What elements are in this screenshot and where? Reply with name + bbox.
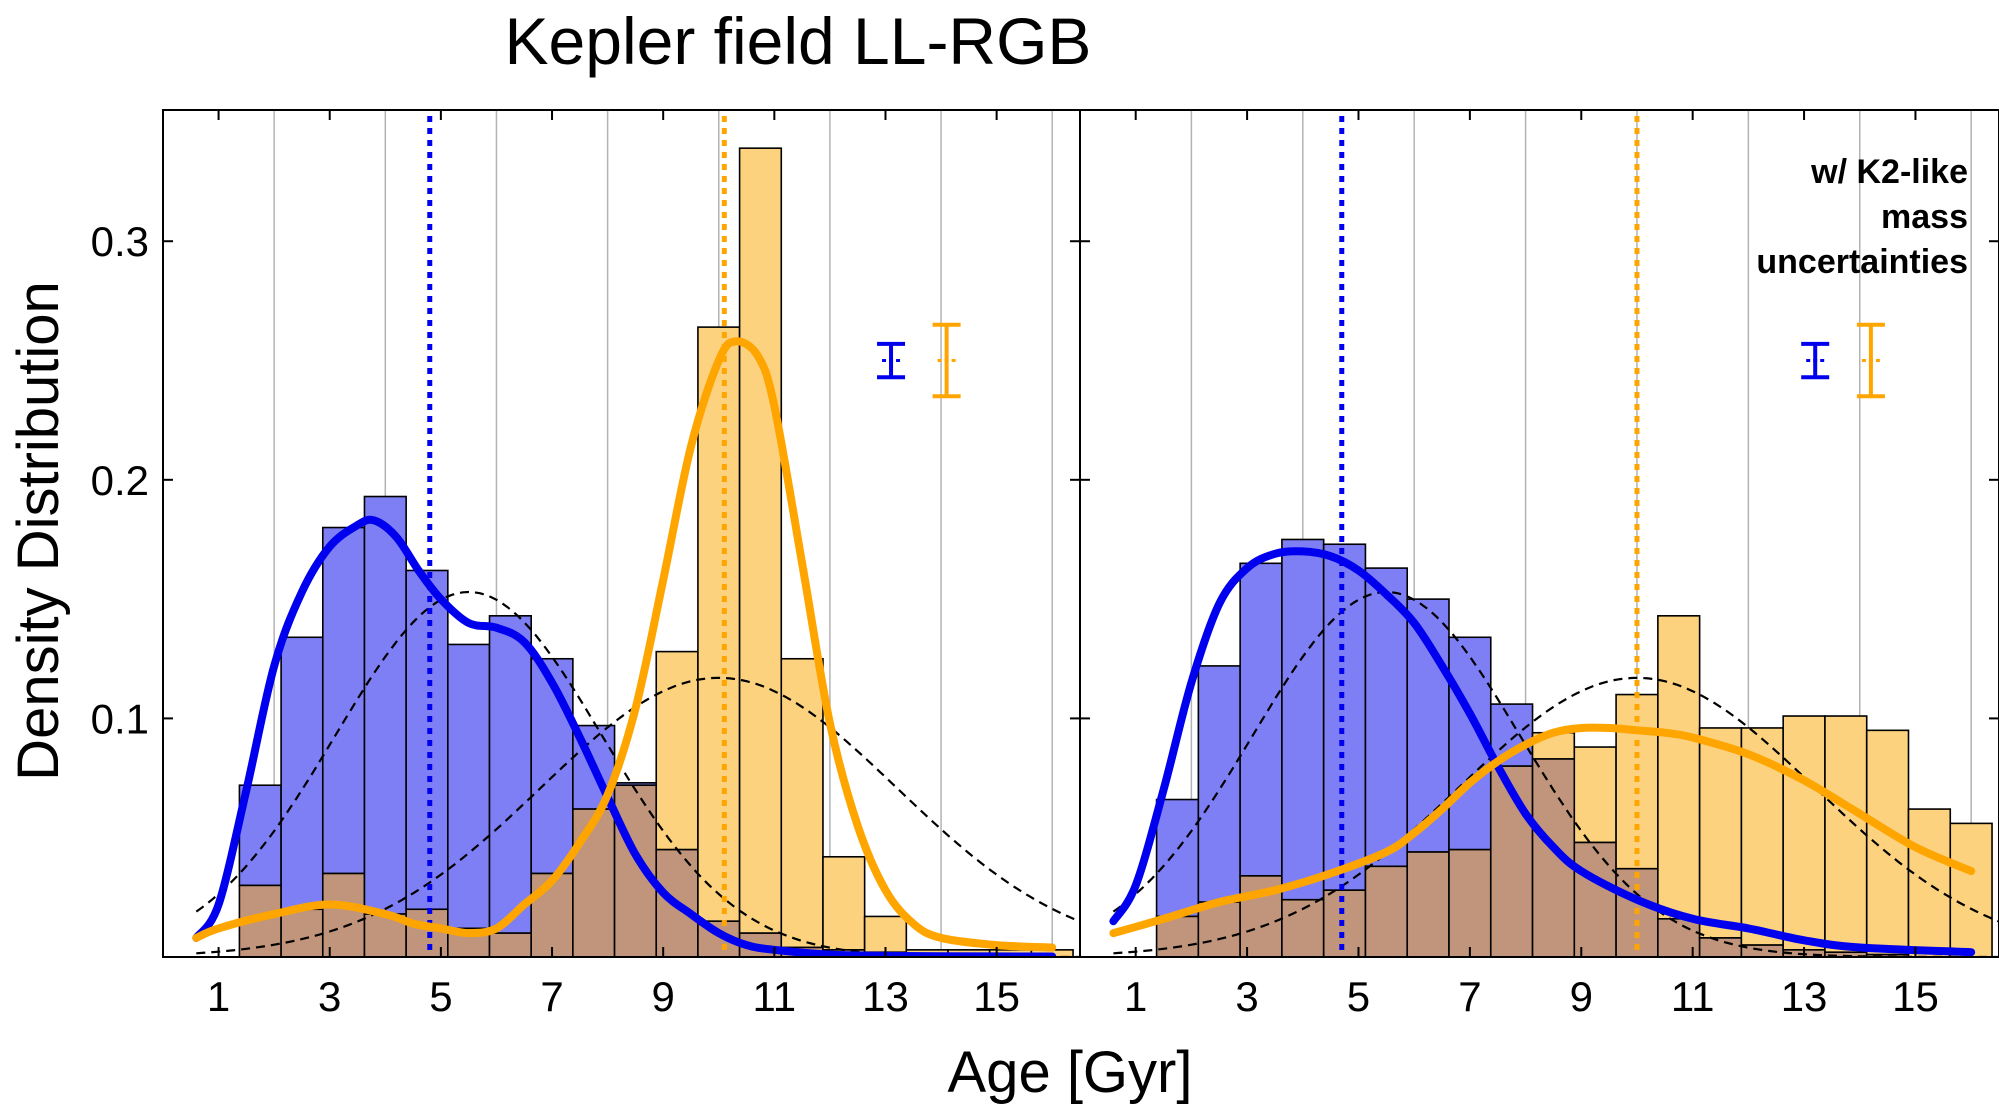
x-tick-label: 1: [207, 973, 230, 1020]
x-tick-label: 3: [318, 973, 341, 1020]
blue-kde-curve: [192, 515, 1057, 957]
x-axis-label: Age [Gyr]: [948, 1040, 1193, 1104]
orange-hist-bar: [863, 915, 908, 954]
y-tick-label: 0.2: [91, 457, 149, 504]
x-tick-label: 11: [1671, 973, 1715, 1020]
y-tick-label: 0.1: [91, 695, 149, 742]
overlap-hist-bar: [1322, 889, 1367, 957]
x-tick-label: 3: [1235, 973, 1258, 1020]
blue-hist-bar: [530, 657, 574, 875]
blue-hist-bar: [363, 495, 407, 915]
x-tick-label: 9: [1570, 973, 1593, 1020]
panel-annotation: w/ K2-like: [1810, 153, 1968, 191]
blue-kde-curve: [1109, 547, 1976, 957]
orange-hist-bar: [1782, 715, 1826, 951]
x-tick-label: 9: [652, 973, 675, 1020]
x-tick-label: 13: [862, 973, 909, 1020]
orange-hist-bar: [1698, 727, 1743, 939]
orange-hist-bar: [1657, 615, 1701, 920]
x-tick-label: 5: [429, 973, 452, 1020]
orange-kde-curve: [192, 337, 1057, 952]
gaussian-curve: [196, 676, 1080, 955]
orange-hist-bar: [1949, 822, 1993, 957]
blue-hist-bar: [405, 569, 449, 911]
orange-hist-bar: [822, 855, 866, 951]
orange-hist-bar: [780, 657, 824, 949]
panel-frame: [1079, 109, 1999, 958]
y-tick-label: 0.3: [91, 218, 149, 265]
x-tick-label: 7: [1458, 973, 1481, 1020]
blue-hist-bar: [447, 643, 491, 930]
blue-hist-bar: [1197, 665, 1241, 903]
orange-error-bar: [1856, 322, 1885, 399]
blue-hist-bar: [1155, 798, 1200, 918]
plot-area: [192, 110, 1080, 957]
blue-hist-bar: [488, 615, 532, 934]
panel-annotation: uncertainties: [1756, 243, 1968, 281]
plot-area: [1109, 110, 1999, 957]
x-tick-label: 15: [1892, 973, 1939, 1020]
orange-hist-bar: [738, 147, 783, 934]
gaussian-curve: [1113, 676, 1999, 955]
blue-hist-bar: [1239, 562, 1283, 877]
overlap-hist-bar: [1448, 848, 1492, 957]
orange-hist-bar: [655, 650, 699, 851]
orange-hist-bar: [697, 326, 741, 923]
y-axis-label: Density Distribution: [6, 281, 71, 781]
overlap-hist-bar: [1698, 937, 1743, 957]
blue-hist-bar: [280, 636, 324, 911]
x-tick-label: 5: [1347, 973, 1370, 1020]
x-tick-label: 7: [540, 973, 563, 1020]
left-panel: 1 3 5 7 9 11 13 150.10.20.3: [91, 109, 1081, 1020]
overlap-hist-bar: [572, 808, 616, 957]
x-tick-label: 15: [973, 973, 1020, 1020]
orange-hist-bar: [1907, 808, 1952, 957]
orange-hist-bar: [1824, 715, 1868, 954]
overlap-hist-bar: [321, 872, 366, 957]
orange-kde-curve: [1109, 723, 1976, 938]
blue-hist-bar: [321, 526, 366, 875]
overlap-hist-bar: [488, 932, 532, 957]
chart-title: Kepler field LL-RGB: [505, 4, 1092, 78]
x-tick-label: 1: [1124, 973, 1147, 1020]
blue-error-bar: [1801, 341, 1830, 380]
x-tick-label: 13: [1781, 973, 1828, 1020]
orange-error-bar: [932, 322, 961, 399]
blue-hist-bar: [1281, 538, 1325, 901]
overlap-hist-bar: [1364, 865, 1409, 957]
x-tick-label: 11: [753, 973, 797, 1020]
overlap-hist-bar: [1406, 851, 1450, 957]
overlap-hist-bar: [280, 908, 324, 957]
blue-hist-bar: [1322, 543, 1367, 891]
overlap-hist-bar: [530, 872, 574, 957]
panel-annotation: mass: [1881, 198, 1968, 236]
overlap-hist-bar: [1573, 841, 1617, 957]
blue-error-bar: [877, 341, 906, 380]
